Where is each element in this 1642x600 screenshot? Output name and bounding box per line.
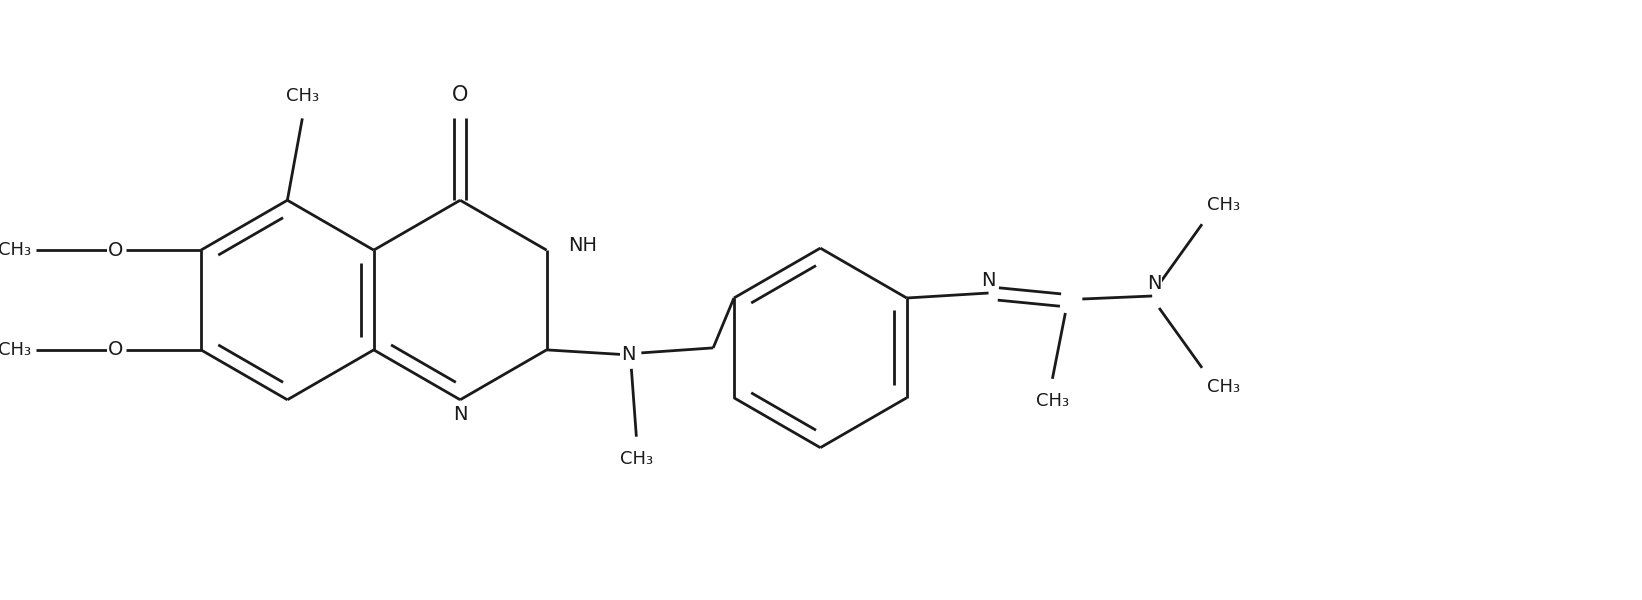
Text: N: N	[621, 346, 635, 364]
Text: CH₃: CH₃	[0, 241, 31, 259]
Text: CH₃: CH₃	[1207, 378, 1240, 396]
Text: CH₃: CH₃	[0, 341, 31, 359]
Text: NH: NH	[568, 236, 598, 254]
Text: O: O	[452, 85, 468, 106]
Text: CH₃: CH₃	[619, 449, 654, 467]
Text: N: N	[1146, 274, 1161, 293]
Text: N: N	[453, 405, 468, 424]
Text: O: O	[108, 340, 123, 359]
Text: O: O	[108, 241, 123, 260]
Text: CH₃: CH₃	[1036, 392, 1069, 410]
Text: N: N	[982, 271, 995, 290]
Text: CH₃: CH₃	[1207, 196, 1240, 214]
Text: CH₃: CH₃	[286, 88, 319, 106]
